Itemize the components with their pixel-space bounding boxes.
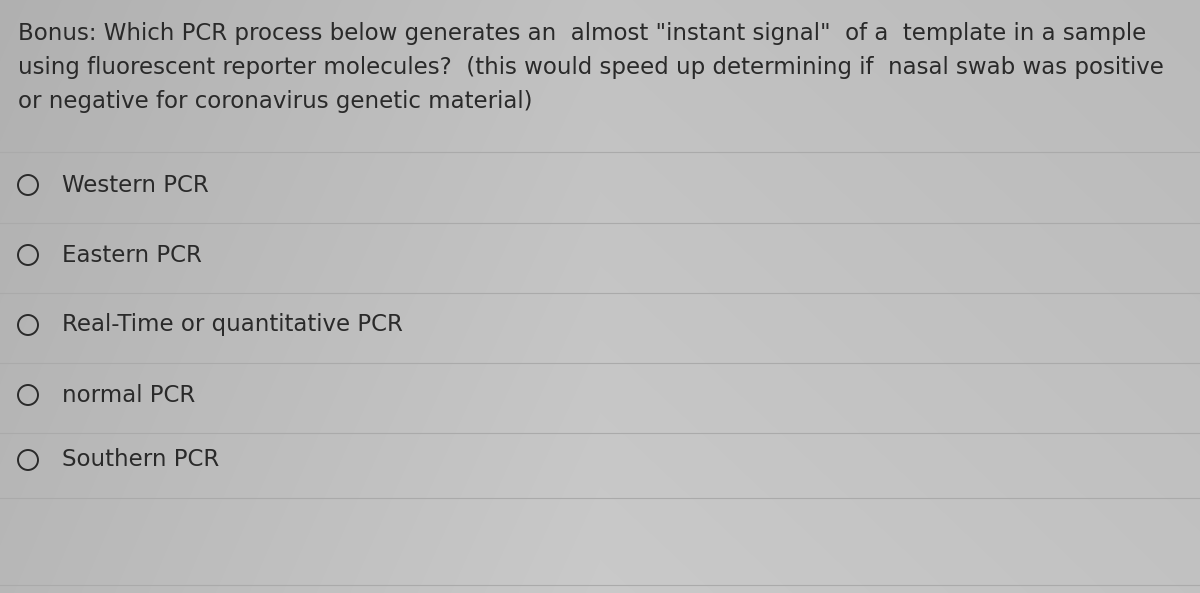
Text: or negative for coronavirus genetic material): or negative for coronavirus genetic mate… bbox=[18, 90, 533, 113]
Text: normal PCR: normal PCR bbox=[62, 384, 196, 406]
Text: Eastern PCR: Eastern PCR bbox=[62, 244, 202, 266]
Text: Western PCR: Western PCR bbox=[62, 174, 209, 196]
Text: Southern PCR: Southern PCR bbox=[62, 448, 220, 471]
Text: using fluorescent reporter molecules?  (this would speed up determining if  nasa: using fluorescent reporter molecules? (t… bbox=[18, 56, 1164, 79]
Text: Bonus: Which PCR process below generates an  almost "instant signal"  of a  temp: Bonus: Which PCR process below generates… bbox=[18, 22, 1146, 45]
Text: Real-Time or quantitative PCR: Real-Time or quantitative PCR bbox=[62, 314, 403, 336]
